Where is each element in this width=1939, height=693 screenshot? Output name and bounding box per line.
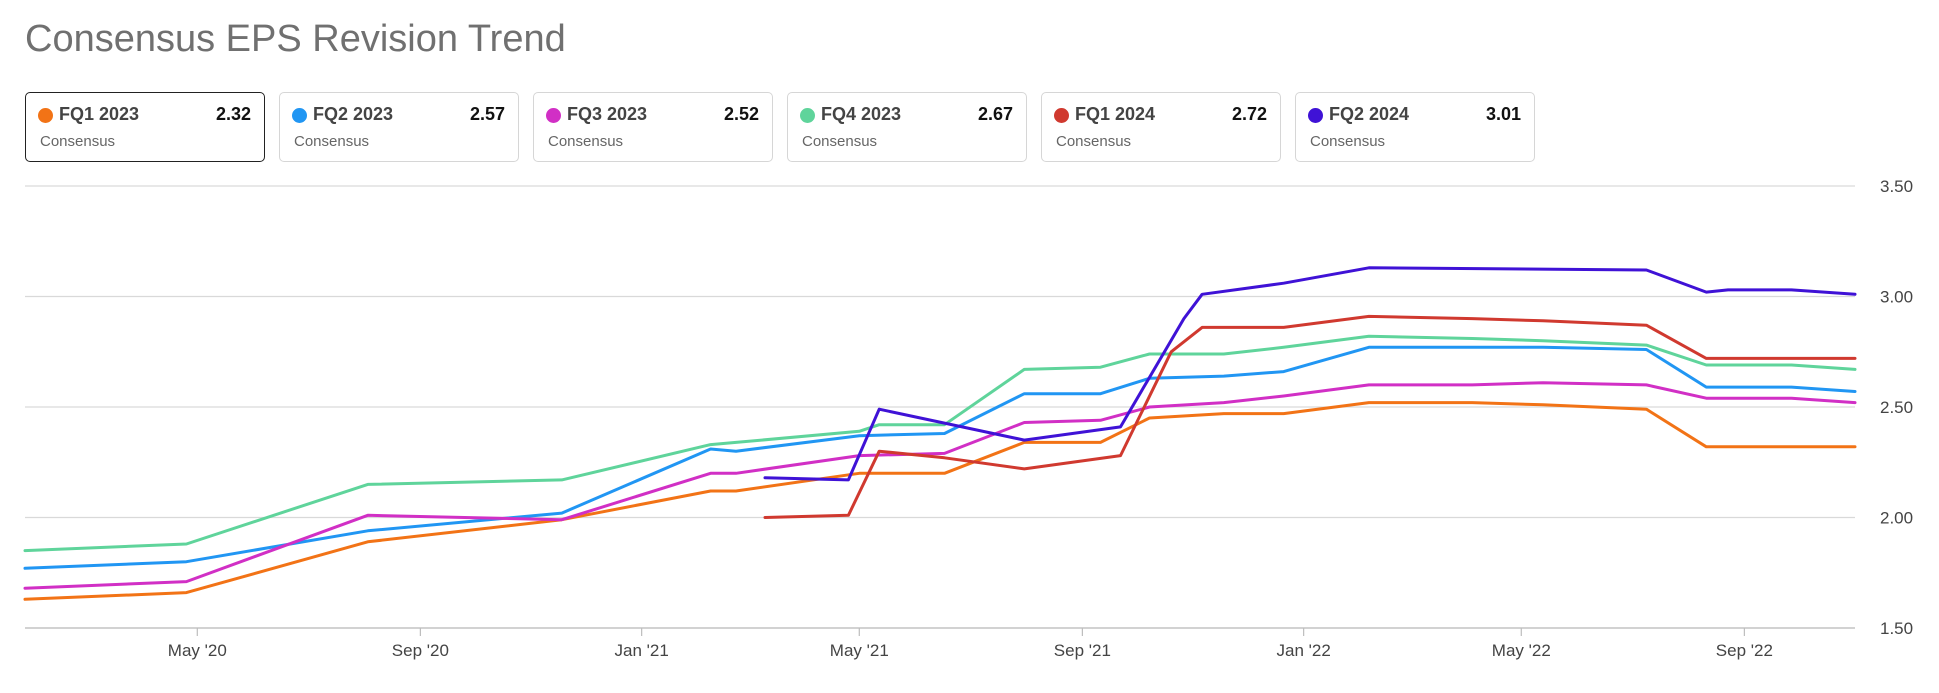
series-card-fq1-2023[interactable]: FQ1 2023 2.32 Consensus — [25, 92, 265, 162]
series-card-value: 2.57 — [469, 104, 505, 124]
series-card-value: 2.72 — [1231, 104, 1267, 124]
grid-lines — [25, 185, 1855, 629]
series-color-dot — [292, 108, 307, 123]
series-color-dot — [38, 108, 53, 123]
series-card-name: FQ4 2023 — [821, 104, 902, 124]
y-tick-label: 3.00 — [1880, 288, 1913, 307]
series-card-name: FQ2 2023 — [313, 104, 394, 124]
series-card-sub: Consensus — [1056, 133, 1132, 150]
y-tick-label: 3.50 — [1880, 177, 1913, 196]
series-card-value: 2.67 — [977, 104, 1013, 124]
series-card-sub: Consensus — [548, 133, 624, 150]
y-tick-label: 1.50 — [1880, 619, 1913, 638]
series-line-fq1-2023 — [23, 401, 1857, 601]
series-lines — [23, 266, 1857, 601]
x-tick-label: May '20 — [168, 641, 227, 660]
y-axis-ticks: 1.50 2.00 2.50 3.00 3.50 — [1880, 177, 1913, 638]
x-tick-label: Sep '22 — [1716, 641, 1773, 660]
series-color-dot — [546, 108, 561, 123]
series-card-fq4-2023[interactable]: FQ4 2023 2.67 Consensus — [787, 92, 1027, 162]
series-card-fq1-2024[interactable]: FQ1 2024 2.72 Consensus — [1041, 92, 1281, 162]
series-card-name: FQ2 2024 — [1329, 104, 1410, 124]
chart-title: Consensus EPS Revision Trend — [25, 18, 566, 60]
y-tick-label: 2.00 — [1880, 509, 1913, 528]
series-card-fq2-2023[interactable]: FQ2 2023 2.57 Consensus — [279, 92, 519, 162]
x-tick-label: Jan '22 — [1276, 641, 1330, 660]
series-color-dot — [1308, 108, 1323, 123]
series-card-sub: Consensus — [294, 133, 370, 150]
x-tick-label: Sep '20 — [392, 641, 449, 660]
series-line-fq2-2023 — [23, 345, 1857, 570]
series-card-fq2-2024[interactable]: FQ2 2024 3.01 Consensus — [1295, 92, 1535, 162]
series-card-value: 2.52 — [723, 104, 759, 124]
series-card-name: FQ3 2023 — [567, 104, 648, 124]
series-line-fq2-2024 — [763, 266, 1857, 482]
series-card-name: FQ1 2024 — [1075, 104, 1156, 124]
series-card-name: FQ1 2023 — [59, 104, 140, 124]
series-card-sub: Consensus — [1310, 133, 1386, 150]
series-card-fq3-2023[interactable]: FQ3 2023 2.52 Consensus — [533, 92, 773, 162]
series-line-fq1-2024 — [763, 314, 1857, 519]
series-card-sub: Consensus — [40, 133, 116, 150]
y-tick-label: 2.50 — [1880, 398, 1913, 417]
series-card-value: 2.32 — [215, 104, 251, 124]
x-tick-label: Jan '21 — [615, 641, 669, 660]
series-card-value: 3.01 — [1485, 104, 1521, 124]
x-tick-label: Sep '21 — [1054, 641, 1111, 660]
x-tick-label: May '21 — [830, 641, 889, 660]
series-line-fq3-2023 — [23, 381, 1857, 590]
series-card-sub: Consensus — [802, 133, 878, 150]
series-line-fq4-2023 — [23, 334, 1857, 553]
x-axis-ticks: May '20 Sep '20 Jan '21 May '21 Sep '21 Jan '… — [168, 628, 1773, 660]
series-color-dot — [800, 108, 815, 123]
series-color-dot — [1054, 108, 1069, 123]
x-tick-label: May '22 — [1492, 641, 1551, 660]
